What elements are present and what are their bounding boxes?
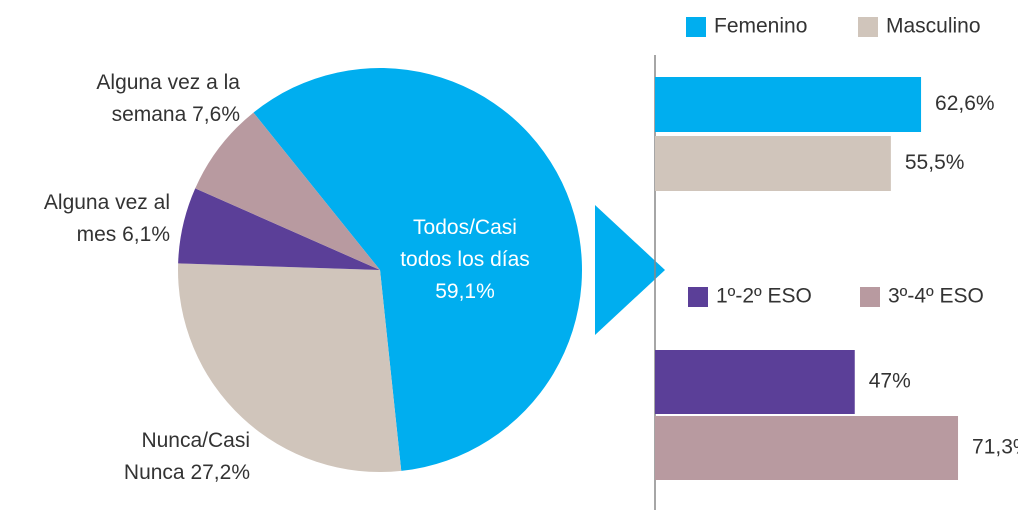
slice-value: 6,1%: [122, 223, 170, 246]
bar: [655, 136, 891, 191]
legend-label: Femenino: [714, 15, 807, 38]
slice-value: 27,2%: [190, 461, 250, 484]
slice-value: 7,6%: [192, 103, 240, 126]
legend-label: 1º-2º ESO: [716, 285, 812, 308]
pie-slice: [178, 188, 380, 270]
bar: [655, 350, 855, 414]
slice-label: Nunca/Casi Nunca 27,2%: [90, 425, 250, 489]
slice-label: Alguna vez a la semana 7,6%: [40, 67, 240, 131]
bar-value-label: 47%: [869, 370, 911, 393]
slice-category: Alguna vez a la semana: [96, 71, 240, 126]
legend-swatch: [688, 287, 708, 307]
legend-swatch: [860, 287, 880, 307]
arrow: [595, 205, 665, 335]
slice-category: Alguna vez al mes: [43, 191, 170, 246]
legend-swatch: [858, 17, 878, 37]
legend-label: Masculino: [886, 15, 981, 38]
bar-value-label: 71,3%: [972, 436, 1018, 459]
legend-label: 3º-4º ESO: [888, 285, 984, 308]
bar: [655, 416, 959, 480]
slice-value: 59,1%: [435, 280, 495, 303]
bar: [655, 77, 922, 132]
pie-slice: [178, 263, 402, 472]
bar-value-label: 62,6%: [935, 92, 995, 115]
pie-slice: [253, 68, 582, 471]
bar-value-label: 55,5%: [905, 151, 965, 174]
legend-swatch: [686, 17, 706, 37]
slice-category: Todos/Casi todos los días: [400, 216, 530, 271]
slice-label: Todos/Casi todos los días 59,1%: [390, 212, 540, 308]
slice-category: Nunca/Casi Nunca: [123, 429, 250, 484]
slice-label: Alguna vez al mes 6,1%: [10, 187, 170, 251]
pie-slice: [195, 112, 380, 270]
